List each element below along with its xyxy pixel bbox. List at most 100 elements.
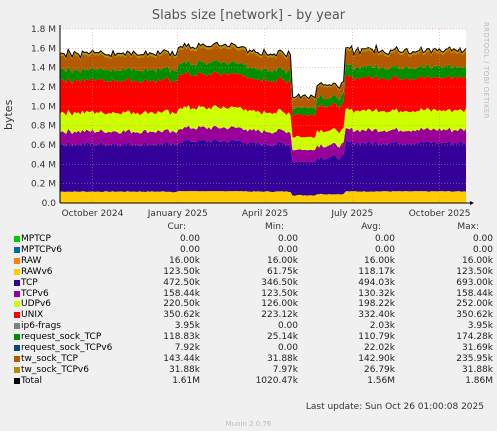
legend-swatch — [14, 355, 20, 362]
legend-series-name: tw_sock_TCPv6 — [21, 364, 89, 375]
legend-swatch — [14, 268, 20, 275]
x-axis-arrow — [470, 201, 474, 205]
legend-swatch — [14, 334, 20, 341]
legend-value-min: 223.12k — [261, 310, 298, 321]
legend-series-name: tw_sock_TCP — [21, 353, 78, 364]
legend-value-min: 16.00k — [267, 255, 298, 266]
chart-title: Slabs size [network] - by year — [151, 8, 346, 23]
y-tick-label: 0.8 M — [31, 122, 56, 132]
legend-value-max: 350.62k — [456, 310, 493, 321]
area-TCPv6 — [60, 125, 466, 163]
legend-value-cur: 118.83k — [163, 332, 200, 343]
legend-value-min: 346.50k — [261, 277, 298, 288]
legend-value-cur: 1.61M — [172, 375, 200, 386]
legend-value-cur: 350.62k — [163, 310, 200, 321]
legend-value-cur: 0.00 — [179, 244, 200, 255]
legend-value-max: 235.95k — [456, 353, 493, 364]
y-tick-label: 1.0 M — [31, 102, 56, 112]
y-tick-label: 0.2 M — [31, 180, 56, 190]
legend-value-cur: 3.95k — [174, 321, 200, 332]
legend-value-min: 0.00 — [277, 343, 298, 353]
legend-value-avg: 16.00k — [364, 255, 395, 266]
legend-value-avg: 494.03k — [358, 277, 395, 288]
legend-value-avg: 0.00 — [374, 244, 395, 255]
area-TCP — [60, 138, 466, 196]
legend-series-name: Total — [21, 375, 43, 386]
legend-value-max: 16.00k — [462, 255, 493, 266]
legend-header-min: Min: — [264, 222, 284, 232]
legend-value-avg: 26.79k — [364, 364, 395, 375]
legend-series-name: request_sock_TCP — [21, 332, 102, 343]
legend-value-avg: 332.40k — [358, 310, 395, 321]
x-tick-label: July 2025 — [330, 209, 373, 219]
legend-header-max: Max: — [457, 222, 479, 232]
x-tick-label: October 2024 — [62, 209, 124, 219]
legend-value-max: 3.95k — [467, 321, 493, 332]
y-tick-label: 1.2 M — [31, 83, 56, 93]
legend-value-max: 693.00k — [456, 277, 493, 288]
legend-swatch — [14, 246, 20, 253]
legend-series-name: RAW — [21, 255, 42, 266]
legend-series-name: UNIX — [21, 310, 44, 321]
legend-value-cur: 31.88k — [169, 364, 200, 375]
line-Total — [59, 41, 467, 100]
legend-value-avg: 2.03k — [369, 321, 395, 332]
legend-value-max: 123.50k — [456, 266, 493, 277]
legend-series-name: ip6-frags — [21, 321, 61, 332]
legend-value-cur: 158.44k — [163, 288, 200, 299]
legend-value-min: 25.14k — [267, 332, 298, 343]
y-tick-label: 1.6 M — [31, 44, 56, 54]
legend-value-avg: 118.17k — [358, 266, 395, 277]
y-tick-label: 1.4 M — [31, 64, 56, 74]
y-tick-label: 1.8 M — [31, 25, 56, 35]
legend-header-avg: Avg: — [361, 222, 381, 232]
legend-swatch — [14, 236, 20, 242]
legend-value-min: 0.00 — [277, 234, 298, 244]
area-UNIX — [60, 71, 466, 138]
legend-value-min: 123.50k — [261, 288, 298, 299]
legend-swatch — [14, 323, 20, 330]
legend-swatch — [14, 345, 20, 351]
legend-swatch — [14, 279, 20, 286]
legend-value-avg: 0.00 — [374, 234, 395, 244]
area-UDPv6 — [60, 104, 466, 151]
x-tick-label: January 2025 — [147, 209, 208, 219]
legend-header-cur: Cur: — [167, 222, 186, 232]
legend-series-name: MPTCP — [21, 234, 51, 244]
legend-value-max: 158.44k — [456, 288, 493, 299]
area-tw_sock_TCP — [60, 45, 466, 110]
legend-value-avg: 1.56M — [367, 375, 395, 386]
legend-value-avg: 22.02k — [364, 343, 395, 353]
legend-value-max: 31.88k — [462, 364, 493, 375]
area-RAWv6 — [60, 191, 466, 203]
legend-value-cur: 472.50k — [163, 277, 200, 288]
legend-swatch — [14, 301, 20, 308]
legend-value-avg: 142.90k — [358, 353, 395, 364]
legend-value-min: 7.97k — [272, 364, 298, 375]
legend-swatch — [14, 257, 20, 264]
area-request_sock_TCP — [60, 59, 466, 116]
legend-series-name: RAWv6 — [21, 266, 53, 277]
legend-swatch — [14, 312, 20, 319]
x-tick-label: April 2025 — [242, 209, 288, 219]
y-tick-label: 0.4 M — [31, 160, 56, 170]
legend-value-max: 174.28k — [456, 332, 493, 343]
legend-value-max: 252.00k — [456, 299, 493, 310]
legend-value-cur: 123.50k — [163, 266, 200, 277]
legend-swatch — [14, 290, 20, 297]
legend-series-name: request_sock_TCPv6 — [21, 343, 113, 353]
legend-value-min: 0.00 — [277, 244, 298, 255]
legend-series-name: UDPv6 — [21, 299, 51, 310]
legend-series-name: MPTCPv6 — [21, 244, 62, 255]
legend-value-min: 31.88k — [267, 353, 298, 364]
legend-value-cur: 143.44k — [163, 353, 200, 364]
legend-value-max: 0.00 — [472, 244, 493, 255]
legend-value-cur: 0.00 — [179, 234, 200, 244]
legend-value-min: 0.00 — [277, 321, 298, 332]
legend-swatch — [14, 377, 20, 384]
legend-value-min: 61.75k — [267, 266, 298, 277]
legend-value-avg: 130.32k — [358, 288, 395, 299]
y-tick-label: 0.6 M — [31, 141, 56, 151]
